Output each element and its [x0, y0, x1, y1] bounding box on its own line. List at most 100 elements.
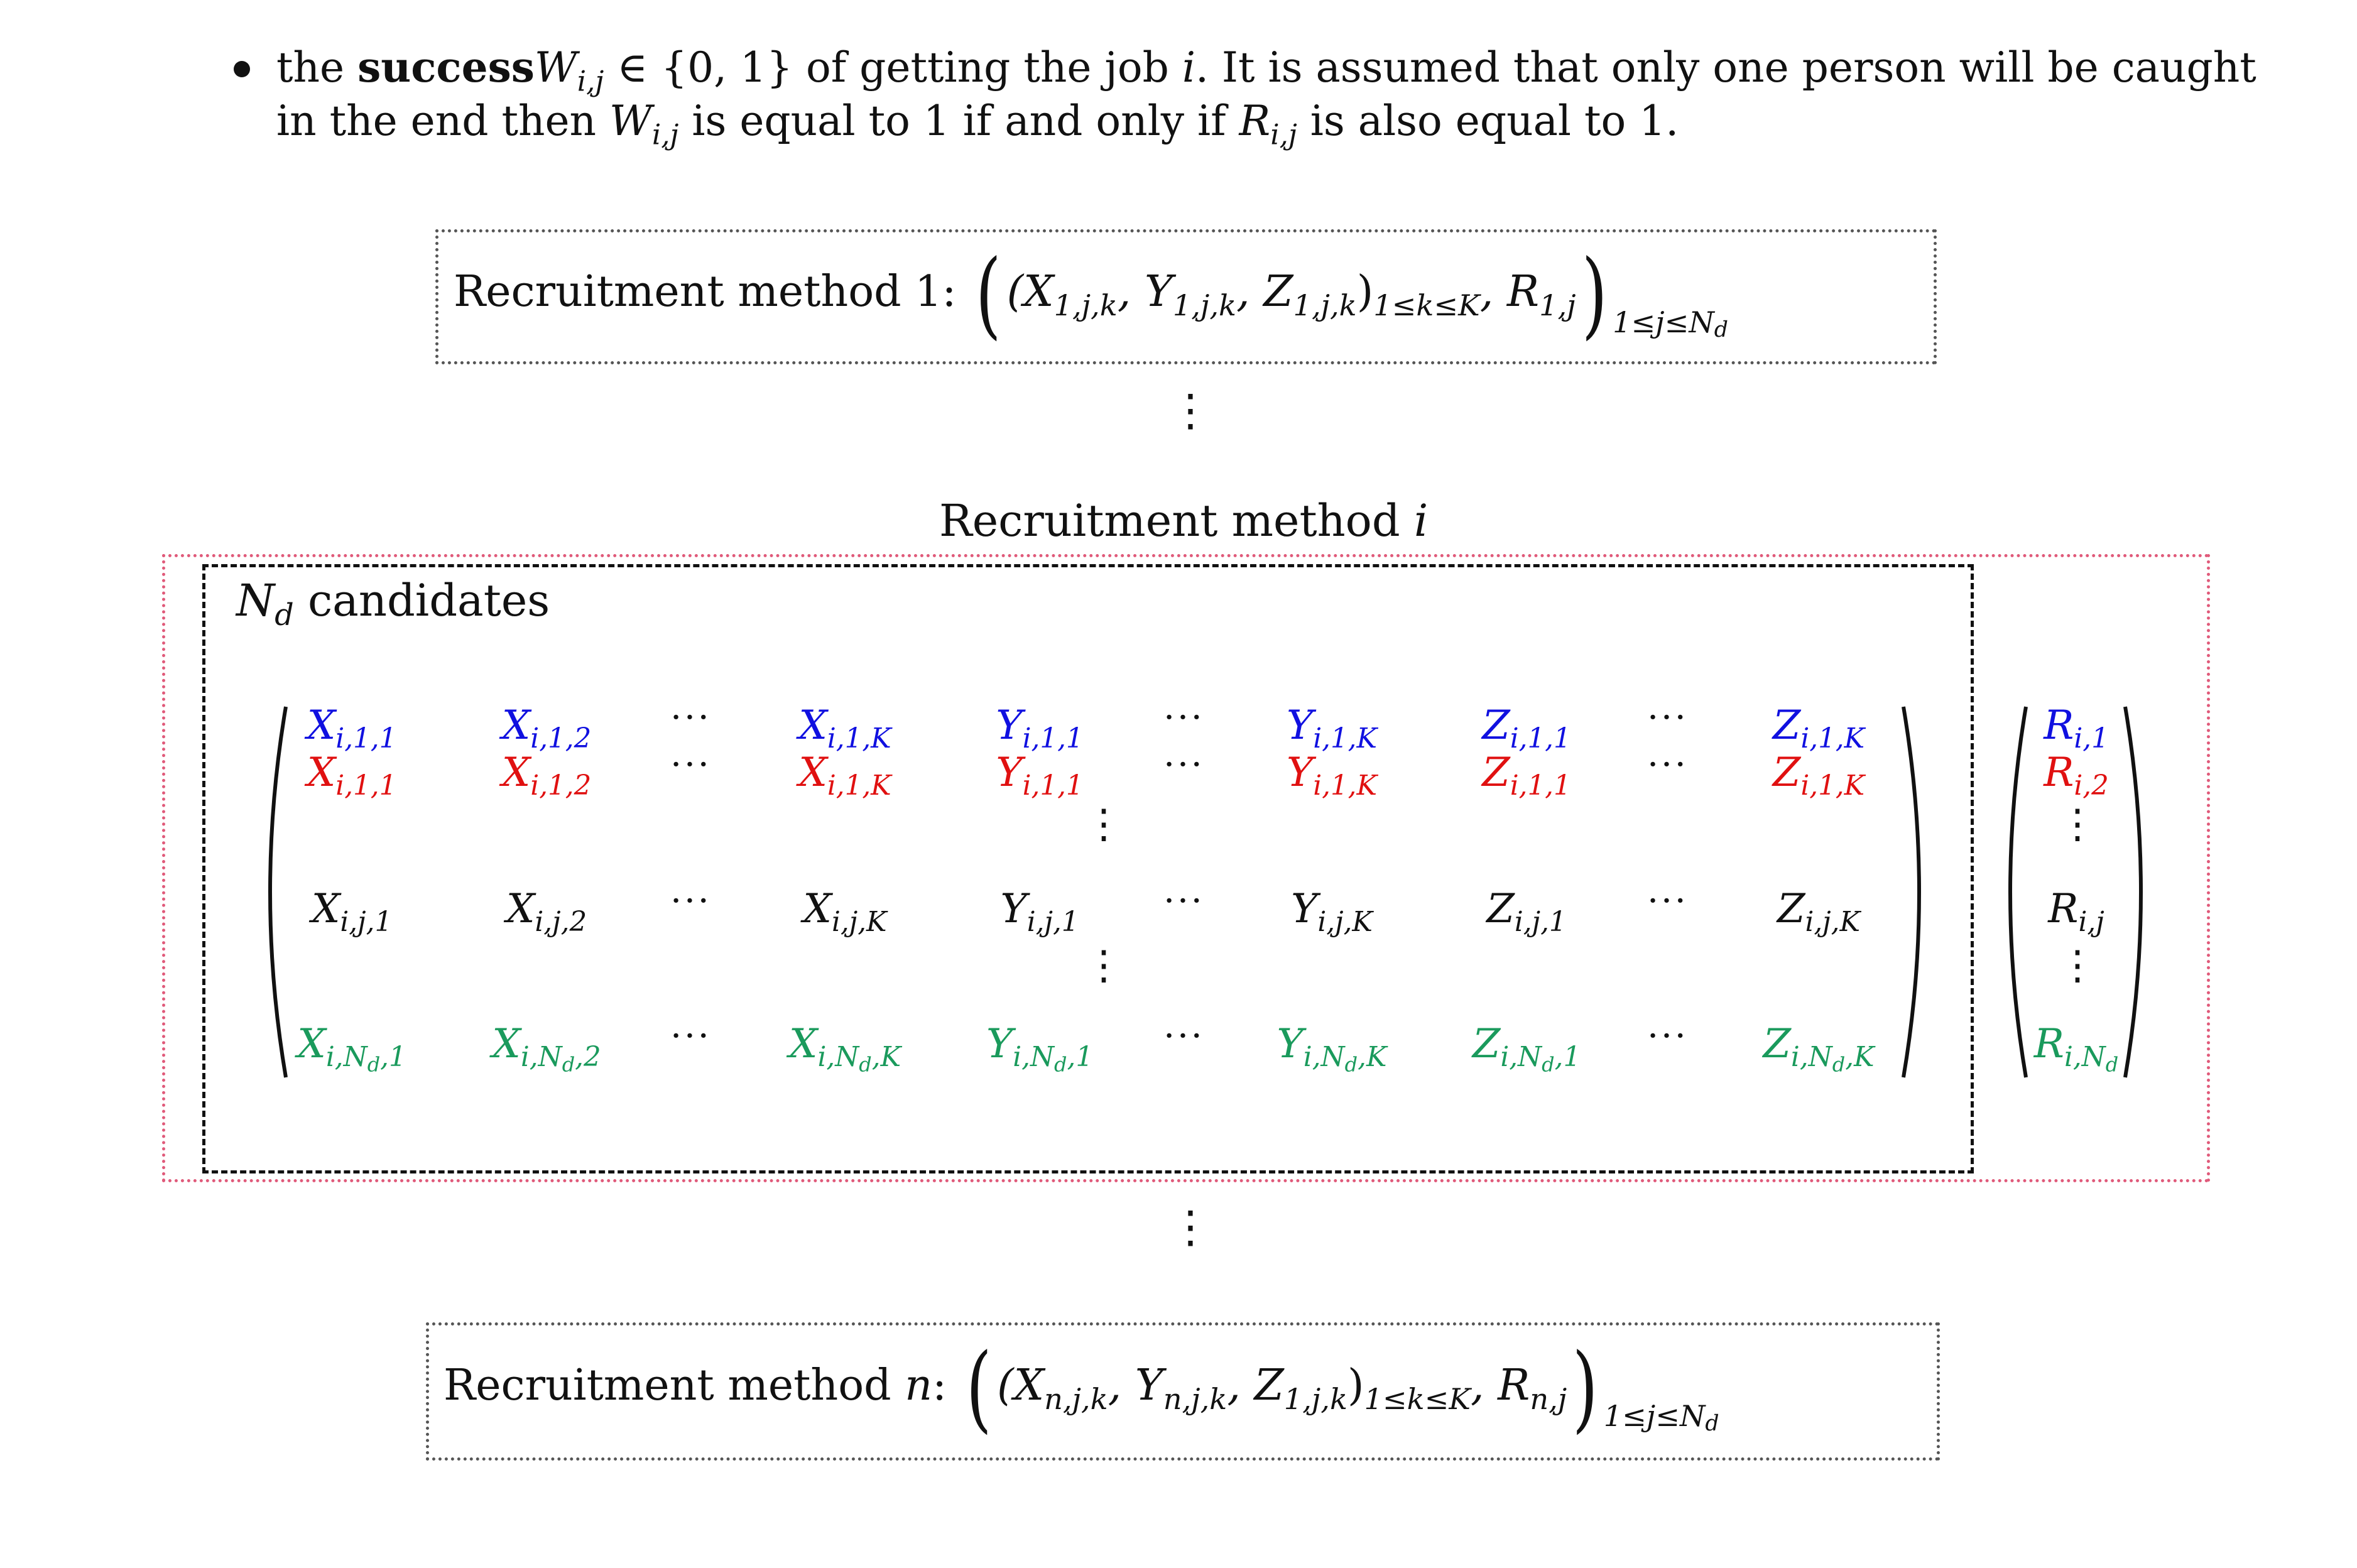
horizontal-dots: ··· — [1163, 697, 1205, 738]
matrix-vertical-dots: ⋮ — [1084, 942, 1124, 989]
horizontal-dots: ··· — [1647, 881, 1689, 922]
vector-right-paren — [2123, 706, 2143, 1078]
matrix-entry: Yi,1,1 — [996, 702, 1084, 754]
matrix-entry: Zi,1,1 — [1482, 702, 1571, 754]
matrix-entry: Yi,Nd,1 — [986, 1021, 1094, 1077]
matrix-entry: Xi,Nd,2 — [492, 1021, 601, 1077]
matrix-entry: Xi,1,K — [798, 702, 891, 754]
range-subscript: 1≤k≤K — [1373, 288, 1480, 322]
matrix-entry: Zi,j,1 — [1486, 886, 1567, 938]
text: ∈ {0, 1} of getting the job — [604, 43, 1182, 92]
horizontal-dots: ··· — [1163, 881, 1205, 922]
outer-range: 1≤j≤Nd — [1603, 1398, 1719, 1436]
matrix-entry: Yi,1,1 — [996, 749, 1084, 802]
text: . It is assumed that only one person wil… — [1195, 43, 2256, 92]
matrix-entry: Xi,1,2 — [501, 749, 592, 802]
text: the — [276, 43, 358, 92]
math-var: N — [236, 575, 275, 626]
matrix-entry: Zi,Nd,K — [1763, 1021, 1875, 1077]
close-paren: ) — [1572, 1334, 1598, 1443]
horizontal-dots: ··· — [1647, 744, 1689, 785]
matrix-entry: Zi,1,K — [1772, 702, 1865, 754]
method-i-box — [162, 554, 2210, 1182]
subscript: 1,j,k — [1283, 1381, 1347, 1416]
range: 1≤j≤N — [1603, 1398, 1706, 1433]
matrix-entry: Xi,1,2 — [501, 702, 592, 754]
subscript: 1,j — [1539, 288, 1576, 322]
y-term: , Y — [1117, 267, 1173, 317]
matrix-entry: Zi,1,K — [1772, 749, 1865, 802]
horizontal-dots: ··· — [670, 881, 712, 922]
bold-term: success — [357, 43, 535, 92]
paragraph-line-2: in the end then Wi,j is equal to 1 if an… — [276, 94, 1679, 161]
method-label: Recruitment method 1: — [454, 267, 957, 317]
math-var: Wi,j — [534, 43, 604, 97]
subscript: 1,j,k — [1053, 288, 1118, 322]
outer-range: 1≤j≤Nd — [1613, 305, 1728, 342]
vector-left-paren — [2008, 706, 2028, 1078]
r-term: , R — [1470, 1361, 1530, 1410]
vertical-dots-1: ⋮ — [1168, 384, 1212, 436]
subscript: 1,j,k — [1293, 288, 1357, 322]
close-paren: ) — [1581, 240, 1608, 349]
math-var: n — [905, 1361, 933, 1410]
math-var: i — [1413, 495, 1429, 547]
horizontal-dots: ··· — [1647, 1016, 1689, 1057]
range: 1≤j≤N — [1613, 305, 1714, 339]
subscript: n,j,k — [1163, 1381, 1227, 1416]
matrix-entry: Xi,1,1 — [307, 749, 397, 802]
range-sub: d — [1714, 317, 1728, 342]
x-term: (X — [1006, 267, 1054, 317]
matrix-entry: Yi,1,K — [1286, 702, 1378, 754]
matrix-entry: Xi,Nd,K — [788, 1021, 901, 1077]
method-label: Recruitment method — [444, 1361, 905, 1410]
matrix-entry: Xi,Nd,1 — [297, 1021, 406, 1077]
math-var: W — [609, 97, 652, 145]
horizontal-dots: ··· — [1163, 744, 1205, 785]
open-paren: ( — [975, 240, 1001, 349]
horizontal-dots: ··· — [1163, 1016, 1205, 1057]
z-term: , Z — [1236, 267, 1293, 317]
horizontal-dots: ··· — [1647, 697, 1689, 738]
r-vector-vertical-dots: ⋮ — [2057, 801, 2098, 847]
matrix-entry: Xi,1,1 — [307, 702, 397, 754]
r-vector-entry: Ri,2 — [2044, 749, 2109, 802]
matrix-entry: Xi,j,K — [803, 886, 887, 938]
text: Recruitment method — [939, 495, 1414, 547]
matrix-entry: Zi,j,K — [1777, 886, 1861, 938]
method-n-formula: Recruitment method n: ((Xn,j,k, Yn,j,k, … — [444, 1341, 1719, 1436]
var: W — [534, 43, 577, 92]
close-paren: ) — [1347, 1361, 1364, 1410]
text: in the end then — [276, 97, 610, 145]
subscript: n,j,k — [1044, 1381, 1108, 1416]
matrix-left-paren — [268, 706, 288, 1078]
matrix-entry: Yi,j,1 — [1000, 886, 1079, 938]
r-vector-entry: Ri,j — [2048, 886, 2104, 938]
matrix-vertical-dots: ⋮ — [1084, 801, 1124, 847]
method-1-formula: Recruitment method 1: ((X1,j,k, Y1,j,k, … — [454, 248, 1728, 342]
matrix-entry: Yi,j,K — [1291, 886, 1373, 938]
colon: : — [932, 1361, 947, 1410]
text: is equal to 1 if and only if — [678, 97, 1239, 145]
matrix-right-paren — [1902, 706, 1921, 1078]
math-var: i — [1182, 43, 1195, 92]
r-term: , R — [1479, 267, 1540, 317]
vertical-dots-2: ⋮ — [1168, 1201, 1212, 1253]
method-1-box — [435, 229, 1937, 364]
r-vector-entry: Ri,1 — [2044, 702, 2109, 754]
matrix-entry: Xi,j,2 — [506, 886, 587, 938]
method-i-title: Recruitment method i — [939, 495, 1428, 547]
z-term: , Z — [1227, 1361, 1284, 1410]
method-n-box — [426, 1322, 1940, 1461]
matrix-entry: Yi,Nd,K — [1276, 1021, 1387, 1077]
matrix-entry: Zi,1,1 — [1482, 749, 1571, 802]
y-term: , Y — [1108, 1361, 1163, 1410]
text: is also equal to 1. — [1297, 97, 1679, 145]
candidates-label: Nd candidates — [236, 575, 550, 633]
math-var: R — [1239, 97, 1271, 145]
bullet-dot — [234, 61, 250, 77]
subscript: i,j — [1270, 117, 1297, 151]
r-vector-vertical-dots: ⋮ — [2057, 942, 2098, 989]
horizontal-dots: ··· — [670, 1016, 712, 1057]
close-paren: ) — [1356, 267, 1374, 317]
